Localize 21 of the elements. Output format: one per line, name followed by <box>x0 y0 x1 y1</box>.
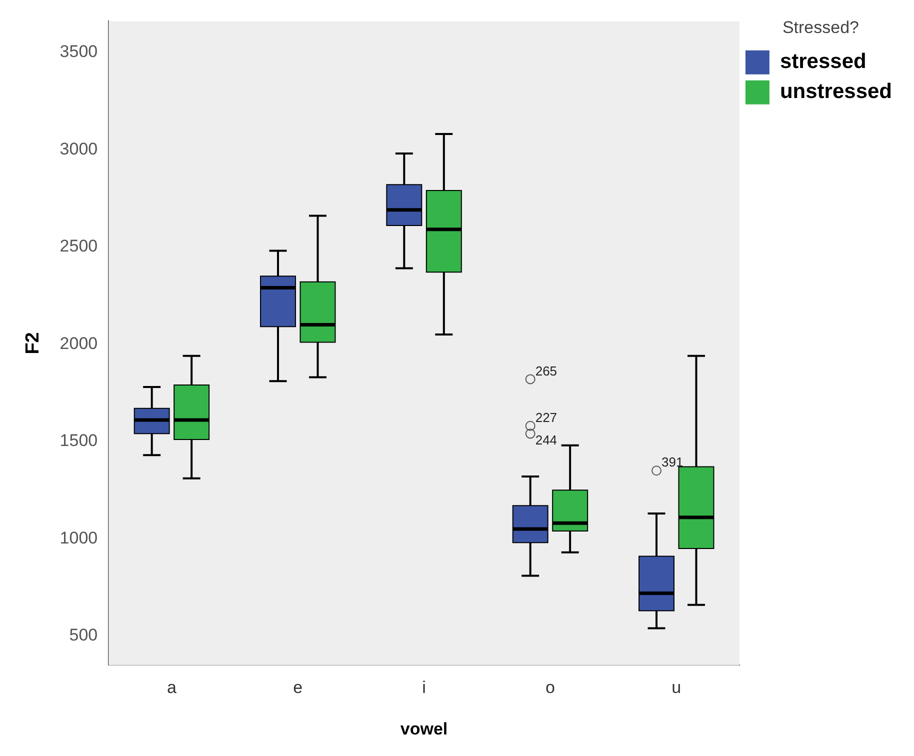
x-tick-label: o <box>545 678 555 698</box>
legend-label: unstressed <box>780 80 892 104</box>
legend-title: Stressed? <box>782 18 859 38</box>
y-tick-label: 3500 <box>60 42 98 62</box>
legend-label: stressed <box>780 50 866 74</box>
y-tick-label: 2000 <box>60 334 98 353</box>
y-tick-label: 3000 <box>60 139 98 158</box>
y-tick-label: 1500 <box>60 431 98 450</box>
annotation: 265 <box>535 363 558 378</box>
y-tick-label: 1000 <box>60 528 98 548</box>
y-tick-label: 2500 <box>60 236 98 256</box>
x-tick-label: a <box>166 678 177 698</box>
annotation: 227 <box>535 410 558 425</box>
x-tick-label: u <box>672 678 682 698</box>
x-tick-label: i <box>422 678 426 698</box>
x-axis-title: vowel <box>400 719 448 738</box>
y-tick-label: 500 <box>69 626 98 645</box>
y-axis-title: F2 <box>22 332 44 354</box>
annotation: 244 <box>535 432 558 448</box>
x-tick-label: e <box>293 678 303 698</box>
annotation: 391 <box>662 454 684 470</box>
